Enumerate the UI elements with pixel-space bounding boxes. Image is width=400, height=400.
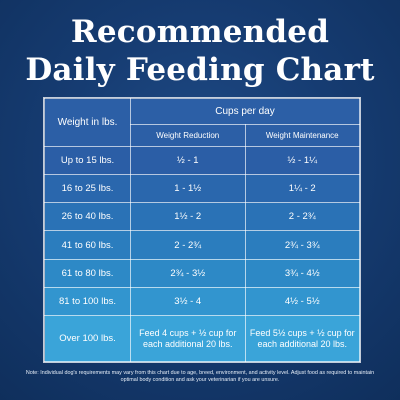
weight-reduction-header: Weight Reduction: [130, 124, 246, 147]
table-row: 16 to 25 lbs. 1 - 1½ 1¼ - 2: [44, 174, 360, 204]
table-row: 61 to 80 lbs. 2¾ - 3½ 3¾ - 4½: [44, 258, 360, 288]
reduction-value: 1 - 1½: [130, 174, 246, 204]
page-title-line-1: Recommended: [70, 14, 330, 50]
maintenance-value: ½ - 1¼: [244, 145, 360, 176]
weight-range: 16 to 25 lbs.: [44, 174, 131, 204]
weight-range: 41 to 60 lbs.: [44, 230, 131, 260]
table-row: Up to 15 lbs. ½ - 1 ½ - 1¼: [44, 145, 360, 176]
maintenance-value: Feed 5½ cups + ½ cup for each additional…: [244, 315, 360, 362]
weight-range: 81 to 100 lbs.: [44, 286, 131, 317]
maintenance-value: 1¼ - 2: [244, 174, 360, 204]
weight-range: Up to 15 lbs.: [44, 145, 131, 176]
weight-maintenance-header: Weight Maintenance: [244, 124, 360, 147]
weight-header: Weight in lbs.: [44, 98, 131, 147]
table-row: Over 100 lbs. Feed 4 cups + ½ cup for ea…: [44, 315, 360, 362]
maintenance-value: 4½ - 5½: [244, 286, 360, 317]
reduction-value: ½ - 1: [130, 145, 246, 176]
cups-per-day-header: Cups per day: [130, 98, 360, 125]
maintenance-value: 2¾ - 3¾: [244, 230, 360, 260]
maintenance-value: 2 - 2¾: [244, 202, 360, 232]
reduction-value: 3½ - 4: [130, 286, 246, 317]
table-row: 26 to 40 lbs. 1½ - 2 2 - 2¾: [44, 202, 360, 232]
table-row: 81 to 100 lbs. 3½ - 4 4½ - 5½: [44, 286, 360, 317]
page-title-line-2: Daily Feeding Chart: [25, 52, 375, 88]
maintenance-value: 3¾ - 4½: [244, 258, 360, 288]
table-row: 41 to 60 lbs. 2 - 2¾ 2¾ - 3¾: [44, 230, 360, 260]
weight-range: 26 to 40 lbs.: [44, 202, 131, 232]
weight-range: Over 100 lbs.: [44, 315, 131, 362]
reduction-value: 2 - 2¾: [130, 230, 246, 260]
reduction-value: 2¾ - 3½: [130, 258, 246, 288]
reduction-value: Feed 4 cups + ½ cup for each additional …: [130, 315, 246, 362]
reduction-value: 1½ - 2: [130, 202, 246, 232]
weight-range: 61 to 80 lbs.: [44, 258, 131, 288]
footnote: Note: Individual dog's requirements may …: [25, 370, 375, 383]
feeding-chart-table: Weight in lbs. Cups per day Weight Reduc…: [43, 97, 361, 363]
